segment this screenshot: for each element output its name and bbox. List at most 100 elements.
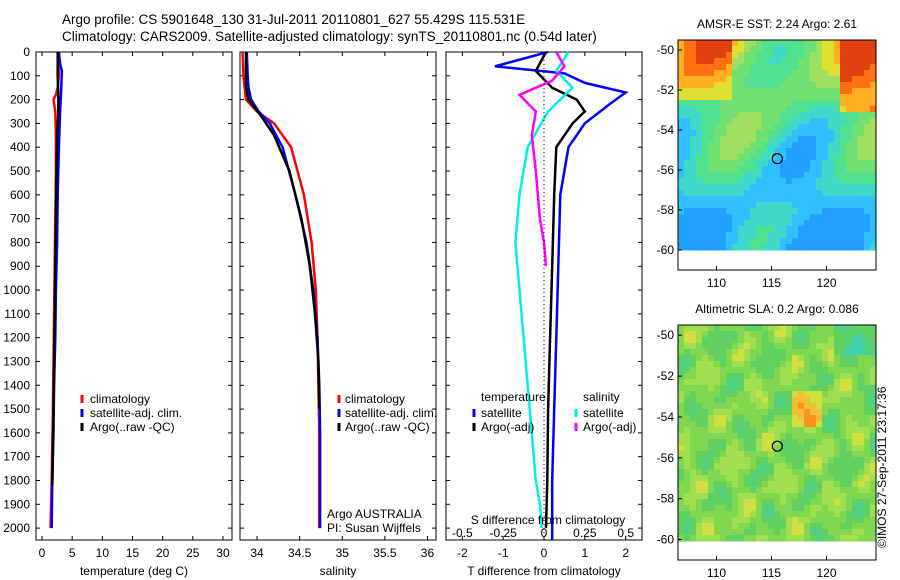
- map-cell: [816, 355, 823, 362]
- map-cell: [792, 130, 799, 137]
- map-cell: [816, 172, 823, 179]
- map-cell: [858, 46, 865, 53]
- map-cell: [750, 457, 757, 464]
- map-cell: [834, 208, 841, 215]
- map-cell: [828, 244, 835, 251]
- map-cell: [822, 70, 829, 77]
- map-cell: [690, 475, 697, 482]
- map-cell: [816, 118, 823, 125]
- map-cell: [684, 76, 691, 83]
- map-cell: [864, 238, 871, 245]
- map-cell: [846, 238, 853, 245]
- map-cell: [828, 100, 835, 107]
- map-cell: [786, 499, 793, 506]
- map-cell: [780, 469, 787, 476]
- map-cell: [774, 112, 781, 119]
- map-cell: [780, 238, 787, 245]
- map-cell: [792, 373, 799, 380]
- legend-label: satellite: [583, 406, 624, 420]
- map-cell: [744, 397, 751, 404]
- map-cell: [738, 148, 745, 155]
- map-cell: [702, 244, 709, 251]
- map-cell: [690, 391, 697, 398]
- map-cell: [732, 415, 739, 422]
- map-cell: [690, 124, 697, 131]
- map-cell: [840, 343, 847, 350]
- map-cell: [732, 391, 739, 398]
- map-cell: [762, 190, 769, 197]
- map-cell: [768, 421, 775, 428]
- map-cell: [840, 487, 847, 494]
- map-cell: [732, 427, 739, 434]
- map-cell: [846, 379, 853, 386]
- map-cell: [714, 160, 721, 167]
- map-cell: [780, 88, 787, 95]
- map-cell: [714, 385, 721, 392]
- map-cell: [792, 505, 799, 512]
- map-cell: [690, 118, 697, 125]
- map-cell: [834, 226, 841, 233]
- map-cell: [762, 46, 769, 53]
- map-cell: [780, 379, 787, 386]
- map-cell: [858, 148, 865, 155]
- map-cell: [744, 58, 751, 65]
- map-cell: [732, 475, 739, 482]
- map-cell: [780, 349, 787, 356]
- map-cell: [714, 337, 721, 344]
- map-cell: [744, 202, 751, 209]
- map-x-tick-label: 115: [762, 276, 781, 290]
- map-cell: [744, 244, 751, 251]
- map-cell: [774, 118, 781, 125]
- legend-label: Argo(..raw -QC): [90, 420, 175, 434]
- map-cell: [696, 220, 703, 227]
- map-cell: [822, 523, 829, 530]
- map-cell: [834, 529, 841, 536]
- map-cell: [834, 214, 841, 221]
- map-cell: [762, 499, 769, 506]
- map-cell: [720, 238, 727, 245]
- map-cell: [858, 331, 865, 338]
- map-cell: [738, 226, 745, 233]
- map-y-tick-label: -56: [657, 163, 675, 177]
- map-cell: [840, 325, 847, 332]
- map-cell: [780, 94, 787, 101]
- map-cell: [810, 202, 817, 209]
- map-cell: [846, 457, 853, 464]
- map-cell: [744, 178, 751, 185]
- map-cell: [684, 184, 691, 191]
- map-cell: [792, 367, 799, 374]
- map-cell: [864, 172, 871, 179]
- map-cell: [798, 355, 805, 362]
- map-cell: [780, 70, 787, 77]
- map-cell: [786, 517, 793, 524]
- map-cell: [714, 202, 721, 209]
- map-cell: [732, 523, 739, 530]
- map-cell: [786, 46, 793, 53]
- map-cell: [852, 94, 859, 101]
- map-cell: [792, 94, 799, 101]
- map-cell: [750, 331, 757, 338]
- map-cell: [834, 391, 841, 398]
- map-cell: [744, 52, 751, 59]
- map-cell: [690, 226, 697, 233]
- map-cell: [846, 529, 853, 536]
- map-cell: [750, 184, 757, 191]
- map-cell: [732, 172, 739, 179]
- map-cell: [696, 451, 703, 458]
- map-cell: [870, 40, 876, 47]
- map-cell: [786, 226, 793, 233]
- map-cell: [714, 403, 721, 410]
- map-cell: [792, 76, 799, 83]
- map-cell: [762, 136, 769, 143]
- map-cell: [834, 46, 841, 53]
- map-cell: [822, 100, 829, 107]
- map-cell: [726, 481, 733, 488]
- map-cell: [750, 142, 757, 149]
- map-cell: [810, 70, 817, 77]
- map-y-tick-label: -58: [657, 492, 675, 506]
- map-cell: [732, 439, 739, 446]
- map-cell: [720, 409, 727, 416]
- map-cell: [828, 94, 835, 101]
- map-cell: [696, 118, 703, 125]
- map-cell: [714, 499, 721, 506]
